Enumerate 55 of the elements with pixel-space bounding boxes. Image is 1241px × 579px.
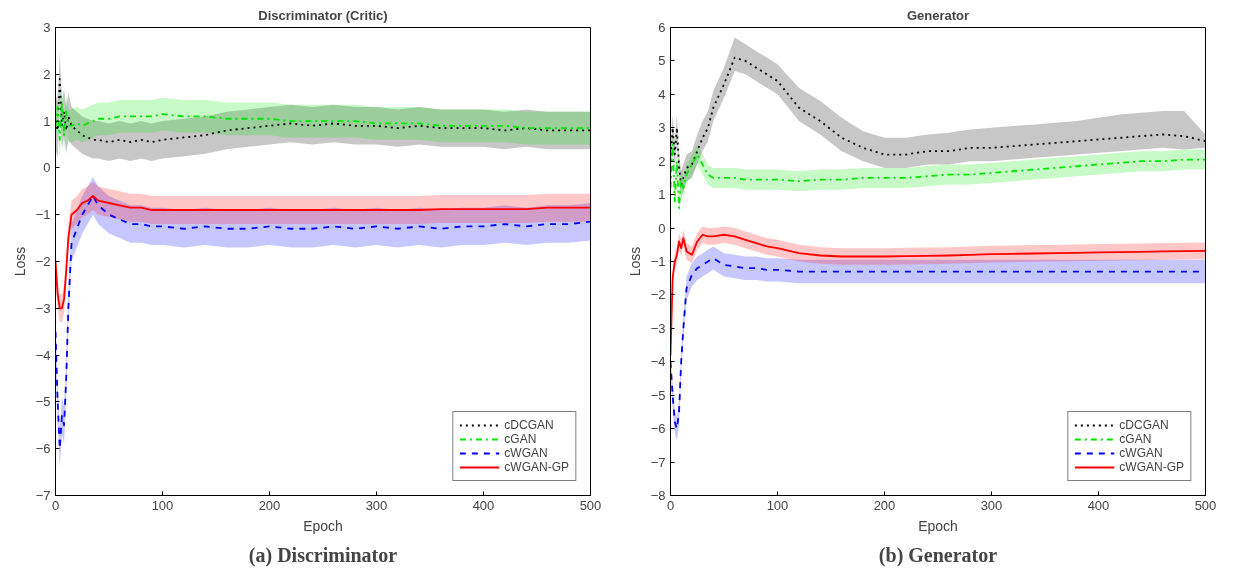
chart-title: Generator [906, 7, 970, 23]
legend-label: cDCGAN [1119, 418, 1169, 432]
x-tick-label: 400 [1087, 497, 1110, 513]
legend-label: cWGAN [504, 446, 548, 460]
y-tick-label: −5 [650, 387, 666, 403]
legend-label: cWGAN [1119, 446, 1163, 460]
text: (a) Discriminator [248, 543, 398, 567]
y-tick-label: 1 [658, 187, 666, 203]
y-tick-label: −6 [35, 441, 51, 457]
y-tick-label: −6 [650, 421, 666, 437]
y-tick-label: −3 [650, 320, 666, 336]
x-tick-label: 200 [258, 497, 281, 513]
x-tick-label: 100 [151, 497, 174, 513]
y-tick-label: −2 [650, 287, 666, 303]
y-tick-label: −4 [35, 347, 51, 363]
y-tick-label: 1 [43, 113, 51, 129]
y-tick-label: −7 [35, 488, 51, 503]
y-tick-label: 5 [658, 53, 666, 69]
y-tick-label: −4 [650, 354, 666, 370]
x-tick-label: 400 [472, 497, 495, 513]
legend-label: cGAN [1119, 432, 1152, 446]
y-tick-label: 0 [658, 220, 666, 236]
x-axis-title: Epoch [918, 517, 958, 534]
y-tick-label: −5 [35, 394, 51, 410]
y-tick-label: −1 [35, 207, 51, 223]
x-tick-label: 200 [873, 497, 896, 513]
y-tick-label: −3 [35, 300, 51, 316]
y-tick-label: 3 [43, 20, 51, 35]
y-tick-label: 2 [658, 153, 666, 169]
y-tick-label: 4 [658, 86, 666, 102]
legend-label: cGAN [504, 432, 537, 446]
y-tick-label: −1 [650, 254, 666, 269]
y-tick-label: 0 [43, 160, 51, 176]
y-tick-label: 6 [658, 20, 666, 35]
x-axis-title: Epoch [303, 517, 343, 534]
text: (b) Generator [878, 543, 998, 567]
x-tick-label: 500 [579, 497, 602, 513]
y-axis-title: Loss [626, 246, 643, 277]
line-series [55, 195, 591, 310]
legend-label: cWGAN-GP [1119, 460, 1184, 474]
x-tick-label: 100 [766, 497, 789, 513]
y-tick-label: 3 [658, 120, 666, 136]
x-tick-label: 300 [980, 497, 1003, 513]
y-tick-label: −2 [35, 254, 51, 269]
y-tick-label: −8 [650, 488, 666, 503]
y-axis-title: Loss [11, 246, 28, 277]
legend-label: cDCGAN [504, 418, 554, 432]
line-series [670, 143, 1206, 209]
chart-title: Discriminator (Critic) [258, 7, 388, 23]
y-tick-label: −7 [650, 454, 666, 470]
x-tick-label: 300 [365, 497, 388, 513]
legend-label: cWGAN-GP [504, 460, 569, 474]
y-tick-label: 2 [43, 66, 51, 82]
x-tick-label: 500 [1194, 497, 1217, 513]
line-series [55, 101, 591, 141]
